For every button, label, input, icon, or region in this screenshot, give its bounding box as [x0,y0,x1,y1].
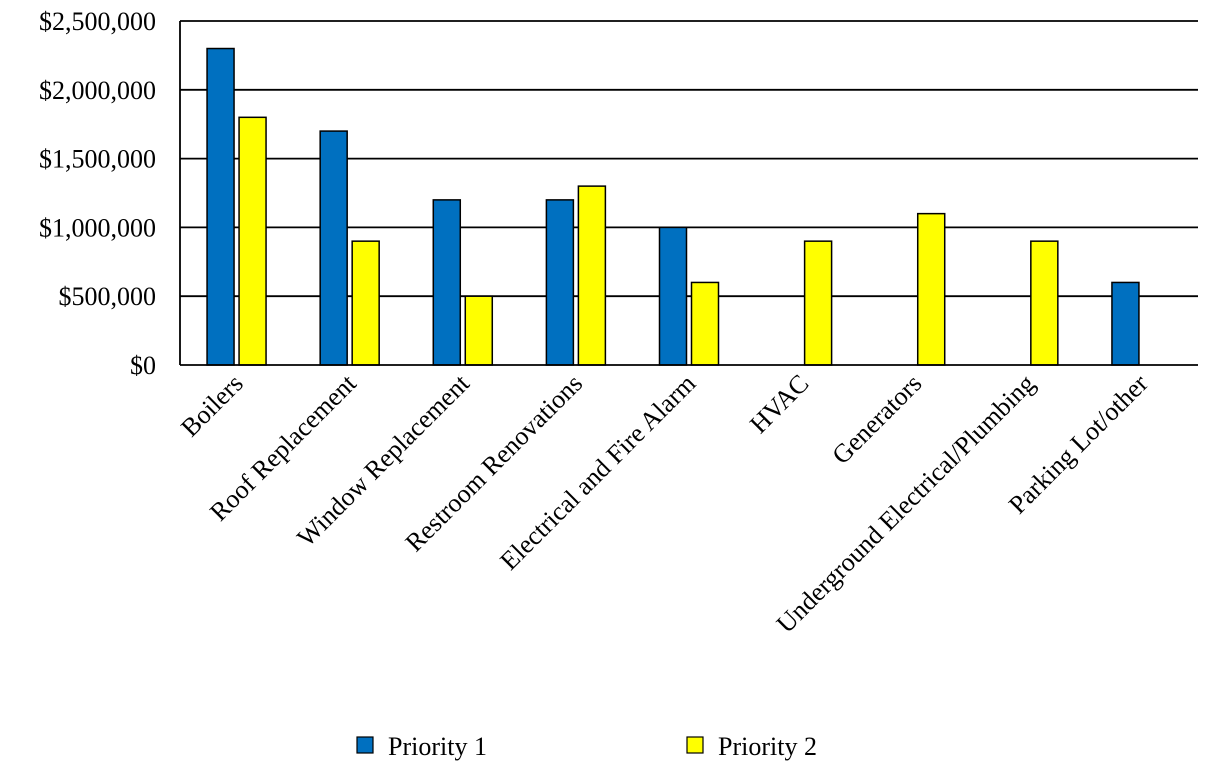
x-category-label: Electrical and Fire Alarm [494,369,701,576]
bar-priority-2 [916,212,946,366]
y-tick-label: $1,000,000 [39,213,156,242]
legend: Priority 1 Priority 2 [356,732,817,761]
bar-priority-2 [464,295,494,366]
bar-priority-1 [206,47,235,366]
bar-priority-1 [545,199,575,366]
bars [206,47,1140,366]
y-axis-tick-labels: $0 $500,000 $1,000,000 $1,500,000 $2,000,000… [39,7,156,380]
bar-priority-1 [1111,281,1140,366]
x-category-label: Generators [826,369,927,470]
x-category-label: HVAC [744,369,814,439]
legend-label-priority-2: Priority 2 [718,732,817,761]
gridlines [180,20,1198,298]
bar-priority-2 [238,116,267,366]
bar-priority-1 [432,199,462,366]
bar-priority-2 [690,281,720,366]
bar-priority-2 [577,185,607,366]
bar-priority-2 [351,240,380,366]
bar-priority-1 [658,226,688,366]
y-tick-label: $0 [130,351,156,380]
axes [179,21,1198,366]
legend-swatch-priority-2 [686,736,704,754]
y-tick-label: $500,000 [59,282,157,311]
legend-swatch-priority-1 [356,736,374,754]
y-tick-label: $2,000,000 [39,76,156,105]
x-category-label: Boilers [175,369,249,443]
y-tick-label: $2,500,000 [39,7,156,36]
y-tick-label: $1,500,000 [39,145,156,174]
bar-priority-1 [319,130,348,366]
bar-priority-2 [803,240,833,366]
legend-label-priority-1: Priority 1 [388,732,487,761]
bar-priority-2 [1030,240,1059,366]
